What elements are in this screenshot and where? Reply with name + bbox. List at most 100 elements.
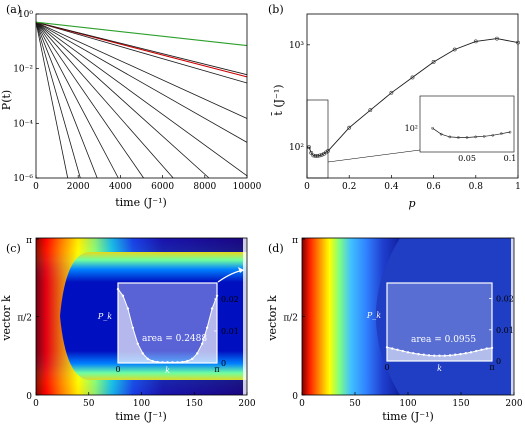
panel-d-inset-point [422, 353, 425, 356]
panel-a-series-line-0 [35, 22, 69, 179]
panel-a-xtick-label: 2000 [67, 182, 90, 192]
panel-b-inset-point [457, 136, 460, 139]
panel-b-inset-point [448, 135, 452, 139]
panel-d-inset-xtick-label: π [489, 363, 494, 372]
panel-c-inset-point [151, 359, 154, 363]
panel-b-point [473, 39, 478, 44]
panel-a-series-line-4 [35, 21, 144, 179]
panel-c-ylabel: vector k [0, 295, 13, 342]
panel-a-series-line-7 [35, 21, 248, 177]
panel-d-ytick-label: π [292, 236, 298, 246]
panel-b-xtick-label: 0.6 [426, 182, 441, 192]
panel-d-inset-xtick-label: 0 [384, 363, 389, 372]
panel-b-inset-point [431, 126, 434, 130]
panel-c-tag: (c) [6, 242, 21, 255]
panel-b-inset-ytick-label: 10² [405, 124, 418, 133]
panel-d-inset-point [391, 347, 394, 350]
panel-b-zoom-box [306, 99, 329, 179]
panel-b-inset-point [474, 135, 477, 139]
panel-d-inset-xlabel: k [437, 364, 442, 373]
panel-d-ylabel: vector k [266, 295, 279, 342]
panel-b-inset-xtick-label: 0.1 [504, 154, 517, 163]
panel-d-inset-point [438, 354, 441, 357]
panel-b-ytick-label: 10³ [289, 41, 304, 51]
panel-a-series-line-5 [35, 21, 174, 179]
panel-c-inset-point [215, 294, 219, 297]
panel-c-inset-point [146, 357, 149, 361]
panel-c-inset-point [116, 287, 120, 291]
panel-b: (b) 0.05 0.1 10² 0 0.2 0.4 0.6 0.8 1 10² 10³ p t̄… [268, 3, 521, 210]
panel-d-xtick-label: 100 [399, 399, 416, 409]
panel-d-inset-point [412, 352, 415, 355]
panel-c-inset-xtick-label: π [214, 365, 219, 374]
panel-b-point [311, 153, 316, 158]
panel-d-inset-point [464, 352, 467, 355]
panel-c-inset-point [141, 352, 144, 355]
panel-c-inset-point [210, 307, 214, 310]
panel-b-point [347, 125, 352, 130]
panel-d-inset-point [485, 347, 488, 350]
panel-d-xtick-label: 200 [505, 399, 522, 409]
panel-d-inset-point [490, 346, 494, 350]
panel-c-inset-ytick-label: 0 [221, 359, 226, 368]
panel-c-heatmap-band [36, 238, 247, 395]
panel-a-series-line-3 [35, 22, 119, 179]
panel-c-inset-point [191, 357, 194, 361]
panel-b-point [326, 148, 331, 153]
panel-d-ytick-label: π/2 [283, 314, 298, 324]
panel-a-tag: (a) [6, 3, 21, 16]
panel-d-xtick-label: 150 [452, 399, 469, 409]
panel-b-ytick-label: 10² [289, 143, 304, 153]
panel-a-xtick-label: 8000 [193, 182, 216, 192]
panel-c-inset-xlabel: k [165, 366, 170, 375]
panel-a-series-line-6 [35, 21, 210, 179]
panel-d-inset-point [396, 348, 399, 351]
panel-b-tag: (b) [268, 3, 284, 16]
panel-d-tag: (d) [268, 242, 284, 255]
panel-b-inset-line [432, 127, 511, 138]
panel-b-line [308, 38, 519, 157]
panel-b-point [410, 75, 415, 80]
panel-d-inset-ytick-label: 0.02 [496, 295, 514, 304]
panel-a-ytick-label: 10⁻⁶ [13, 174, 33, 184]
panel-c-xtick-label: 200 [238, 399, 255, 409]
panel-b-point [389, 90, 394, 95]
panel-d-inset-point [459, 352, 462, 356]
panel-a-xtick-label: 4000 [109, 182, 132, 192]
panel-b-xlabel: p [408, 197, 415, 210]
panel-d-xlabel: time (J⁻¹) [382, 410, 434, 423]
panel-d-inset-area-fill [387, 347, 492, 361]
panel-d-inset-point [417, 352, 420, 356]
panel-d-xtick-label: 0 [299, 399, 305, 409]
panel-a-series [35, 21, 248, 179]
panel-d-inset-point [443, 354, 446, 357]
panel-b-point [452, 47, 457, 52]
panel-c-inset-point [205, 326, 209, 329]
panel-c-inset-point [171, 361, 174, 364]
panel-a-frame [35, 13, 248, 179]
panel-d-inset-frame [386, 282, 493, 362]
panel-c-xtick-label: 50 [83, 399, 95, 409]
panel-c-ticks: 0 50 100 150 200 π π/2 0 [17, 236, 256, 409]
panel-c-xlabel: time (J⁻¹) [115, 410, 167, 423]
panel-d-inset-point [475, 349, 478, 353]
panel-a-series-line-8 [35, 21, 248, 143]
panel-c-inset-point [181, 360, 184, 364]
panel-d-inset-point [480, 348, 483, 351]
panel-c-xtick-label: 150 [186, 399, 203, 409]
panel-c-inset-ylabel: P_k [97, 312, 112, 321]
panel-d-inset-point [469, 351, 473, 354]
panel-c-xtick-label: 100 [133, 399, 150, 409]
panel-c-inset-ytick-label: 0.02 [221, 295, 239, 304]
panel-a-xlabel: time (J⁻¹) [115, 196, 167, 209]
panel-a-series-line-10 [35, 21, 248, 84]
panel-c-inset-xtick-label: 0 [115, 365, 120, 374]
panel-a-ytick-label: 10⁻⁴ [13, 119, 33, 129]
panel-c-arrow-head [238, 267, 244, 273]
panel-d-inset-point [401, 349, 404, 353]
panel-c-inset-point [200, 342, 204, 345]
